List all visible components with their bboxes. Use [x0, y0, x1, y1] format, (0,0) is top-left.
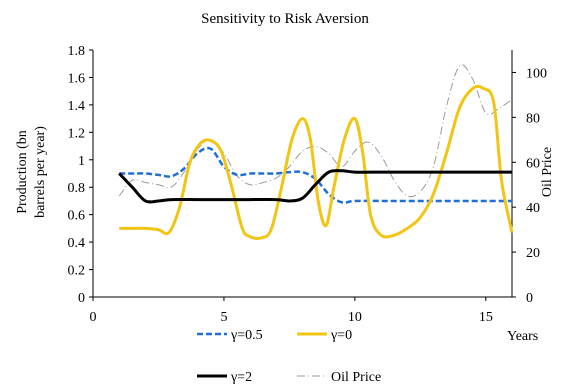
y-tick-label: 0	[78, 291, 85, 306]
y-axis-label-line-2: barrels per year)	[33, 126, 48, 218]
legend: γ=0.5 γ=0 γ=2 Oil Price	[197, 328, 381, 385]
series-layer	[118, 64, 514, 240]
x-axis-label: Years	[507, 329, 538, 344]
y2-tick-label: 60	[526, 156, 540, 171]
y2-tick-label: 20	[526, 246, 540, 261]
y-tick-label: 1.8	[68, 44, 86, 59]
y-tick-label: 0.6	[68, 209, 86, 224]
legend-label-1: γ=0	[330, 328, 352, 343]
y2-tick-label: 0	[526, 291, 533, 306]
y2-axis-label: Oil Price	[540, 147, 555, 197]
y-axis-label-line-1: Production (bn	[15, 130, 30, 214]
y2-tick-label: 40	[526, 201, 540, 216]
x-tick-label: 15	[479, 310, 493, 325]
y-tick-label: 0.2	[68, 264, 86, 279]
series-line-2	[118, 169, 512, 204]
legend-label-3: Oil Price	[331, 370, 381, 385]
y-tick-label: 1	[78, 154, 85, 169]
chart-title: Sensitivity to Risk Aversion	[201, 11, 369, 27]
y-tick-label: 1.6	[68, 71, 86, 86]
y2-tick-label: 80	[526, 111, 540, 126]
series-line-1	[119, 84, 514, 240]
tick-labels: 0 0.2 0.4 0.6 0.8 1 1.2 1.4 1.6 1.8 0 20 40 60 80 100 0 5…	[68, 44, 548, 325]
y2-tick-label: 100	[526, 66, 547, 81]
legend-label-0: γ=0.5	[230, 328, 263, 343]
x-tick-label: 5	[220, 310, 227, 325]
y-tick-label: 1.4	[68, 99, 86, 114]
series-line-3	[118, 64, 513, 198]
y-axis-label: Production (bn barrels per year)	[15, 126, 48, 218]
x-tick-label: 10	[348, 310, 362, 325]
y-tick-label: 0.8	[68, 181, 86, 196]
x-tick-label: 0	[90, 310, 97, 325]
legend-label-2: γ=2	[230, 370, 252, 385]
y-tick-label: 0.4	[68, 236, 86, 251]
y-tick-label: 1.2	[68, 126, 86, 141]
